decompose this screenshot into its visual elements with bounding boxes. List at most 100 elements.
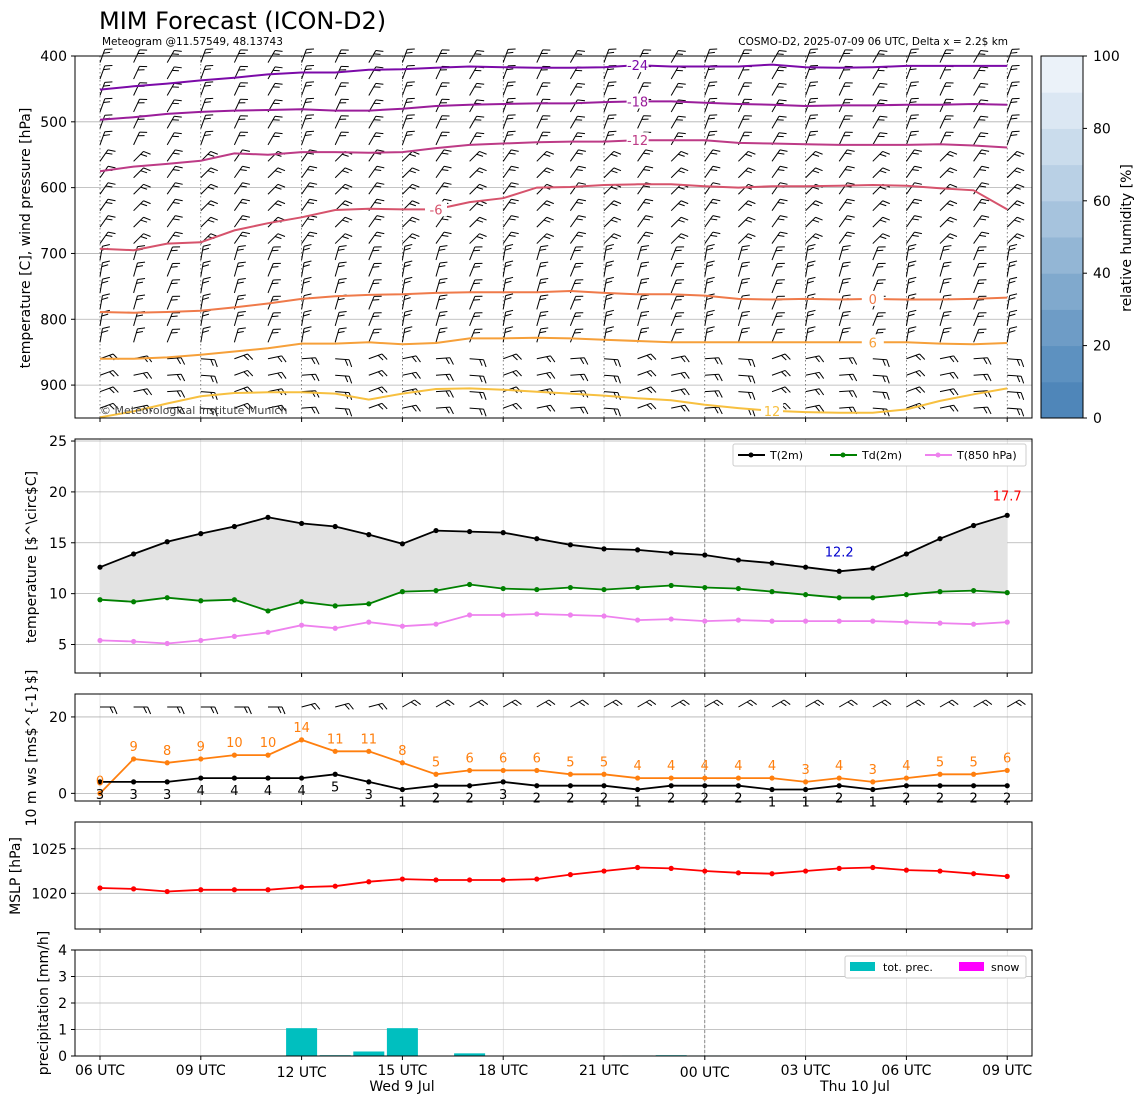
barb-flag bbox=[546, 150, 554, 155]
barb-flag bbox=[640, 281, 648, 284]
barb-flag bbox=[851, 699, 858, 705]
gust-value-label: 3 bbox=[801, 763, 809, 778]
barb-flag bbox=[847, 149, 855, 152]
gust-value-label: 0 bbox=[96, 774, 104, 789]
barb-staff bbox=[402, 699, 415, 708]
wind-speed-value-label: 2 bbox=[969, 792, 977, 807]
barb-staff bbox=[133, 131, 140, 146]
barb-flag bbox=[137, 245, 146, 248]
gust-value-label: 8 bbox=[398, 744, 406, 759]
barb-flag bbox=[742, 135, 750, 137]
td2m-line bbox=[99, 583, 1008, 612]
barb-flag bbox=[403, 264, 411, 268]
wind-barb bbox=[637, 115, 652, 129]
barb-staff bbox=[301, 702, 316, 708]
wind-barb bbox=[200, 260, 211, 277]
barb-flag bbox=[882, 216, 890, 221]
barb-staff bbox=[502, 215, 512, 228]
barb-staff bbox=[402, 167, 413, 179]
barb-flag bbox=[583, 374, 589, 382]
t850-line-point bbox=[131, 638, 137, 645]
barb-flag bbox=[979, 234, 987, 237]
wind-barb bbox=[939, 388, 959, 396]
isotherm-label: -18 bbox=[627, 95, 648, 110]
barb-flag bbox=[643, 115, 652, 117]
wind-barb bbox=[805, 371, 825, 379]
barb-flag bbox=[372, 299, 380, 301]
barb-flag bbox=[848, 374, 854, 381]
wind-barb bbox=[469, 246, 483, 261]
barb-staff bbox=[200, 328, 204, 343]
wind-barb bbox=[99, 215, 116, 228]
barb-flag bbox=[344, 233, 353, 237]
barb-flag bbox=[101, 297, 109, 301]
barb-staff bbox=[738, 391, 753, 394]
t2m-line-point bbox=[702, 552, 708, 558]
barb-staff bbox=[200, 246, 204, 261]
barb-flag bbox=[1016, 167, 1025, 172]
barb-staff bbox=[738, 699, 751, 708]
barb-staff bbox=[536, 115, 544, 129]
mslp-line-point bbox=[399, 876, 405, 882]
barb-flag bbox=[281, 372, 287, 379]
surface-wind-barb bbox=[200, 706, 219, 715]
barb-flag bbox=[751, 408, 756, 417]
barb-staff bbox=[368, 132, 377, 146]
barb-flag bbox=[337, 281, 345, 284]
wind-barb bbox=[536, 167, 554, 179]
barb-flag bbox=[515, 402, 522, 410]
wind-barb bbox=[872, 279, 886, 294]
barb-flag bbox=[344, 359, 349, 366]
barb-staff bbox=[838, 82, 846, 96]
barb-staff bbox=[704, 149, 714, 162]
barb-staff bbox=[469, 216, 480, 228]
barb-flag bbox=[274, 236, 282, 240]
barb-flag bbox=[878, 279, 886, 281]
wind-barb bbox=[469, 312, 483, 327]
barb-staff bbox=[233, 182, 243, 195]
t850-line-point bbox=[500, 612, 506, 618]
surface-wind-barb bbox=[838, 699, 858, 708]
barb-flag bbox=[506, 51, 514, 54]
barb-flag bbox=[843, 118, 851, 120]
t850-line-point bbox=[534, 611, 540, 617]
barb-staff bbox=[872, 151, 884, 162]
barb-flag bbox=[309, 198, 318, 202]
barb-flag bbox=[409, 219, 416, 223]
barb-flag bbox=[271, 282, 279, 285]
barb-flag bbox=[476, 219, 484, 223]
wind-barb bbox=[569, 295, 584, 310]
wind-barb bbox=[973, 165, 990, 179]
barb-flag bbox=[978, 246, 987, 248]
wind-barb bbox=[536, 245, 549, 261]
barb-flag bbox=[344, 704, 350, 710]
wind-barb bbox=[166, 115, 182, 129]
barb-flag bbox=[845, 131, 853, 133]
barb-flag bbox=[1016, 216, 1025, 221]
barb-staff bbox=[939, 312, 945, 326]
barb-flag bbox=[373, 119, 381, 121]
barb-flag bbox=[438, 314, 446, 317]
y-tick-label: 1025 bbox=[31, 842, 67, 858]
surface-wind-barb bbox=[301, 702, 321, 710]
barb-flag bbox=[341, 82, 349, 84]
barb-flag bbox=[978, 135, 986, 138]
time-tick-label: 03 UTC bbox=[781, 1063, 831, 1079]
gust-line-point bbox=[231, 752, 237, 758]
wind-barb bbox=[737, 310, 750, 326]
barb-flag bbox=[172, 262, 181, 265]
wind-barb bbox=[569, 262, 584, 277]
barb-flag bbox=[680, 200, 689, 205]
barb-flag bbox=[1008, 297, 1016, 301]
barb-flag bbox=[214, 706, 219, 715]
barb-flag bbox=[180, 390, 186, 398]
t850-line-point bbox=[332, 625, 338, 631]
time-tick-label: 06 UTC bbox=[881, 1063, 931, 1079]
t2m-line-point bbox=[803, 564, 809, 570]
barb-flag bbox=[303, 280, 310, 284]
barb-staff bbox=[402, 355, 417, 360]
wind-barb bbox=[738, 216, 756, 228]
barb-flag bbox=[943, 294, 952, 297]
barb-flag bbox=[750, 699, 757, 705]
barb-staff bbox=[670, 246, 677, 261]
